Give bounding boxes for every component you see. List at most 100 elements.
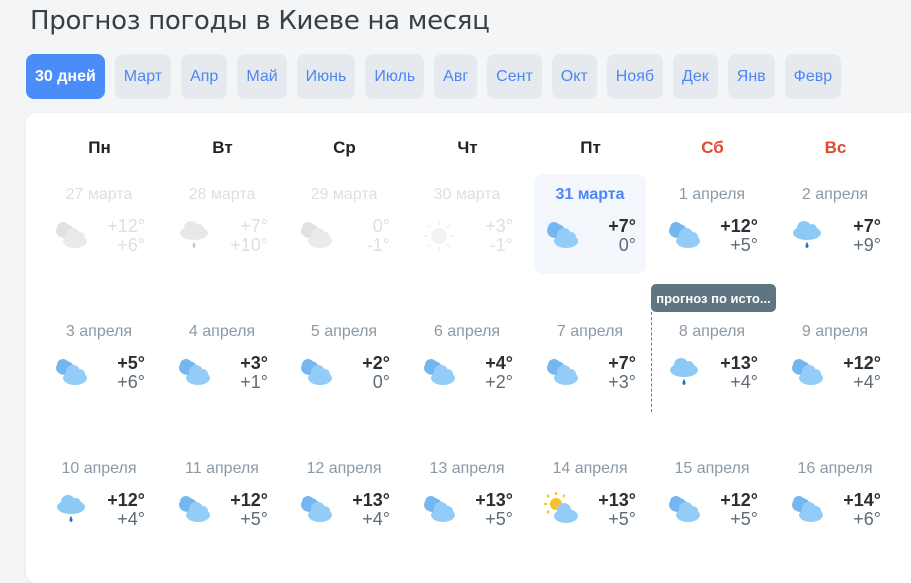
forecast-divider: [651, 312, 652, 412]
day-cell[interactable]: 10 апреля +12° +4°: [43, 448, 155, 548]
cloudy-icon: [669, 222, 700, 248]
temp-low: +4°: [362, 509, 390, 529]
day-cell[interactable]: 11 апреля +12° +5°: [166, 448, 278, 548]
tab-2[interactable]: Апр: [181, 54, 228, 99]
day-date: 13 апреля: [429, 460, 505, 477]
day-date: 14 апреля: [552, 460, 628, 477]
tab-8[interactable]: Окт: [551, 54, 597, 99]
cloudy-icon: [669, 496, 700, 522]
forecast-history-tooltip[interactable]: прогноз по исто...: [651, 284, 776, 312]
tab-11[interactable]: Янв: [727, 54, 775, 99]
temp-high: +7°: [240, 216, 268, 236]
tab-9[interactable]: Нояб: [606, 54, 664, 99]
temp-high: +3°: [485, 216, 513, 236]
temp-low: 0°: [372, 372, 390, 392]
day-cell[interactable]: 13 апреля +13° +5°: [411, 448, 523, 548]
tab-6[interactable]: Авг: [434, 54, 478, 99]
rain-icon: [180, 221, 208, 248]
weekday-header: Ср: [333, 138, 356, 157]
cloudy-icon: [792, 359, 823, 385]
weekday-header: Сб: [701, 138, 724, 157]
cloudy-icon: [179, 359, 210, 385]
tab-7[interactable]: Сент: [487, 54, 542, 99]
day-date: 8 апреля: [678, 323, 746, 340]
sun-icon: [423, 220, 455, 252]
temp-low: +1°: [240, 372, 268, 392]
tab-12[interactable]: Февр: [784, 54, 842, 99]
weekday-header: Вс: [824, 138, 847, 157]
sun-cloud-icon: [544, 492, 578, 523]
temp-low: +4°: [730, 372, 758, 392]
rain-icon: [57, 495, 85, 522]
cloudy-icon: [301, 359, 332, 385]
day-cell[interactable]: 1 апреля +12° +5°: [656, 174, 768, 274]
temp-low: +6°: [853, 509, 881, 529]
tab-10[interactable]: Дек: [673, 54, 718, 99]
temp-low: +3°: [608, 372, 636, 392]
cloudy-icon: [424, 359, 455, 385]
day-cell[interactable]: 28 марта +7° +10°: [166, 174, 278, 274]
day-cell[interactable]: 3 апреля +5° +6°: [43, 311, 155, 411]
day-date: 4 апреля: [188, 323, 256, 340]
temp-low: 0°: [618, 235, 636, 255]
temp-high: +7°: [608, 216, 636, 236]
month-tabs: 30 дней Март Апр Май Июнь Июль Авг Сент Окт Нояб Д…: [26, 54, 842, 99]
day-cell[interactable]: 9 апреля +12° +4°: [779, 311, 891, 411]
day-date: 11 апреля: [185, 460, 259, 477]
weekday-header: Пн: [88, 138, 111, 157]
temp-high: +12°: [843, 353, 881, 373]
day-cell[interactable]: 4 апреля +3° +1°: [166, 311, 278, 411]
tab-5[interactable]: Июль: [365, 54, 425, 99]
tab-4[interactable]: Июнь: [296, 54, 356, 99]
tab-3[interactable]: Май: [237, 54, 287, 99]
cloudy-icon: [56, 222, 87, 248]
temp-low: +10°: [230, 235, 268, 255]
cloudy-icon: [301, 222, 332, 248]
day-cell[interactable]: 12 апреля +13° +4°: [288, 448, 400, 548]
day-date: 6 апреля: [433, 323, 501, 340]
cloudy-icon: [424, 496, 455, 522]
cloudy-icon: [792, 496, 823, 522]
day-cell[interactable]: 8 апреля +13° +4°: [656, 311, 768, 411]
day-date: 3 апреля: [65, 323, 133, 340]
day-cell[interactable]: 29 марта 0° -1°: [288, 174, 400, 274]
tab-0[interactable]: 30 дней: [26, 54, 105, 99]
day-cell[interactable]: 2 апреля +7° +9°: [779, 174, 891, 274]
temp-low: +5°: [240, 509, 268, 529]
temp-low: +4°: [853, 372, 881, 392]
day-date: 15 апреля: [674, 460, 750, 477]
temp-high: +13°: [475, 490, 513, 510]
cloudy-icon: [547, 359, 578, 385]
day-cell[interactable]: 5 апреля +2° 0°: [288, 311, 400, 411]
day-date: 1 апреля: [678, 186, 746, 203]
temp-high: +13°: [598, 490, 636, 510]
day-cell[interactable]: 6 апреля +4° +2°: [411, 311, 523, 411]
rain-icon: [670, 358, 698, 385]
day-date: 7 апреля: [556, 323, 624, 340]
temp-high: +12°: [107, 216, 145, 236]
forecast-calendar: [26, 113, 911, 583]
day-cell[interactable]: 30 марта +3° -1°: [411, 174, 523, 274]
temp-high: +14°: [843, 490, 881, 510]
day-cell[interactable]: 7 апреля +7° +3°: [534, 311, 646, 411]
temp-low: +6°: [117, 372, 145, 392]
day-cell[interactable]: 31 марта +7° 0°: [534, 174, 646, 274]
temp-high: +12°: [230, 490, 268, 510]
day-cell[interactable]: 16 апреля +14° +6°: [779, 448, 891, 548]
day-date: 5 апреля: [310, 323, 378, 340]
tab-1[interactable]: Март: [114, 54, 172, 99]
temp-high: +12°: [720, 216, 758, 236]
temp-low: +2°: [485, 372, 513, 392]
day-cell[interactable]: 14 апреля +13° +5°: [534, 448, 646, 548]
temp-high: +7°: [853, 216, 881, 236]
cloudy-icon: [56, 359, 87, 385]
weekday-header: Чт: [457, 138, 478, 157]
page-title: Прогноз погоды в Киеве на месяц: [30, 6, 490, 36]
temp-high: +7°: [608, 353, 636, 373]
temp-high: +5°: [117, 353, 145, 373]
temp-high: +3°: [240, 353, 268, 373]
weekday-header: Пт: [580, 138, 601, 157]
day-cell[interactable]: 27 марта +12° +6°: [43, 174, 155, 274]
temp-high: +4°: [485, 353, 513, 373]
day-cell[interactable]: 15 апреля +12° +5°: [656, 448, 768, 548]
